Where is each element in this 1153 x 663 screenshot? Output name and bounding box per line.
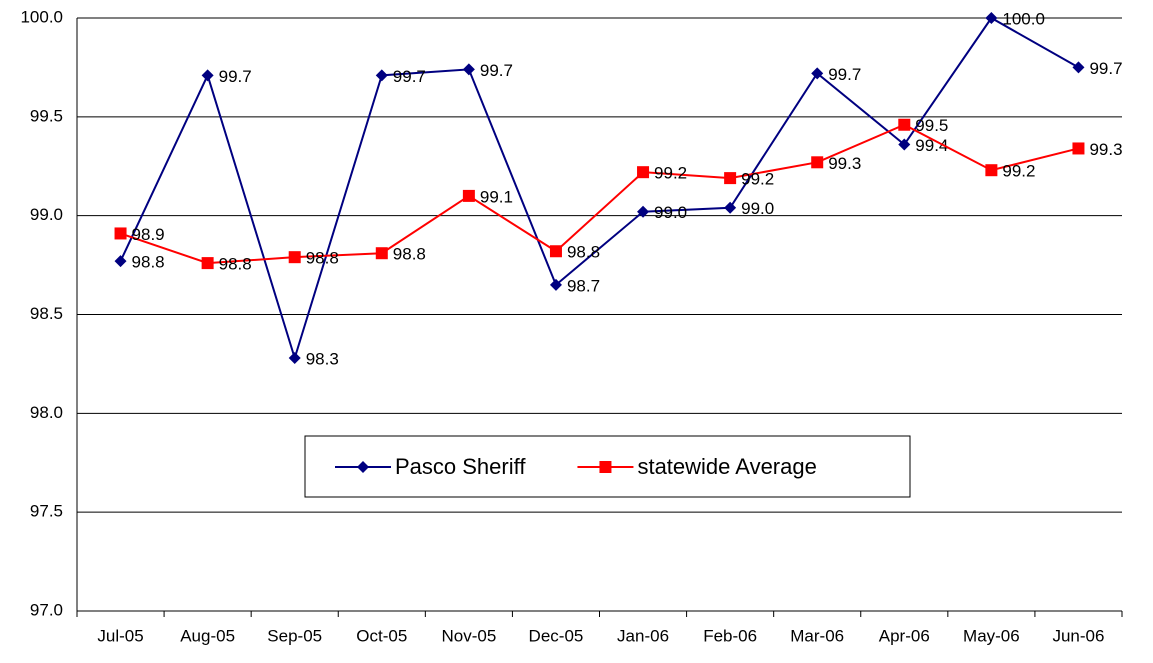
y-tick-label: 99.5 [30, 106, 63, 125]
data-point [201, 257, 214, 270]
data-label: 99.7 [393, 67, 426, 86]
data-label: 99.0 [741, 199, 774, 218]
data-point [114, 227, 127, 240]
data-point [462, 189, 475, 202]
data-point [375, 69, 388, 82]
x-tick-label: Sep-05 [267, 626, 322, 645]
data-point [985, 12, 998, 24]
data-point [549, 278, 562, 291]
legend-marker [357, 461, 369, 473]
legend-label: Pasco Sheriff [395, 454, 526, 479]
series-line [119, 16, 1079, 362]
data-point [985, 164, 998, 177]
x-tick-label: Oct-05 [356, 626, 407, 645]
x-tick-label: May-06 [963, 626, 1020, 645]
x-tick-label: Nov-05 [441, 626, 496, 645]
data-label: 99.5 [915, 116, 948, 135]
data-label: 99.3 [1089, 140, 1122, 159]
legend-label: statewide Average [637, 454, 816, 479]
data-label: 98.8 [393, 245, 426, 264]
x-tick-label: Mar-06 [790, 626, 844, 645]
data-label: 99.7 [828, 65, 861, 84]
data-label: 98.8 [132, 253, 165, 272]
data-label: 98.8 [306, 249, 339, 268]
data-point [201, 69, 214, 82]
data-point [724, 172, 737, 185]
data-label: 99.4 [915, 136, 948, 155]
x-tick-label: Apr-06 [879, 626, 930, 645]
data-point [462, 63, 475, 76]
data-point [114, 255, 127, 268]
x-tick-label: Aug-05 [180, 626, 235, 645]
data-label: 98.3 [306, 349, 339, 368]
data-point [1072, 61, 1085, 74]
x-tick-label: Dec-05 [529, 626, 584, 645]
data-point [898, 118, 911, 131]
data-label: 99.7 [1089, 59, 1122, 78]
data-label: 98.8 [567, 243, 600, 262]
data-label: 99.2 [1002, 162, 1035, 181]
x-tick-label: Jul-05 [97, 626, 143, 645]
data-point [811, 67, 824, 80]
x-tick-label: Jan-06 [617, 626, 669, 645]
data-label: 99.1 [480, 187, 513, 206]
data-point [898, 138, 911, 151]
data-label: 99.7 [480, 61, 513, 80]
data-label: 99.2 [741, 170, 774, 189]
series-line [120, 123, 1079, 265]
x-tick-label: Feb-06 [703, 626, 757, 645]
data-label: 100.0 [1002, 9, 1045, 28]
y-tick-label: 100.0 [20, 7, 63, 26]
data-point [724, 201, 737, 214]
y-tick-label: 99.0 [30, 205, 63, 224]
data-label: 98.7 [567, 276, 600, 295]
data-point [811, 156, 824, 169]
data-point [288, 251, 301, 264]
y-tick-label: 97.0 [30, 600, 63, 619]
data-label: 99.7 [219, 67, 252, 86]
y-tick-label: 97.5 [30, 502, 63, 521]
data-label: 98.8 [219, 255, 252, 274]
data-point [288, 351, 301, 364]
data-point [637, 166, 650, 179]
data-point [1072, 142, 1085, 155]
data-label: 99.3 [828, 154, 861, 173]
x-tick-label: Jun-06 [1052, 626, 1104, 645]
legend-marker [599, 461, 612, 473]
data-point [375, 247, 388, 260]
data-point [549, 245, 562, 258]
data-label: 99.0 [654, 203, 687, 222]
data-point [637, 205, 650, 218]
data-label: 99.2 [654, 164, 687, 183]
data-label: 98.9 [132, 225, 165, 244]
y-tick-label: 98.0 [30, 403, 63, 422]
y-tick-label: 98.5 [30, 304, 63, 323]
